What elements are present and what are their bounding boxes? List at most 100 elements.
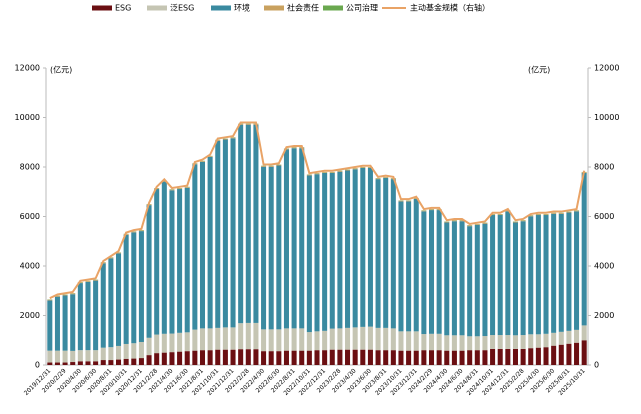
- bar-segment: [116, 253, 122, 346]
- y2-tick-label: 12000: [594, 64, 619, 73]
- bar-segment: [482, 350, 488, 365]
- bar-segment: [398, 201, 404, 332]
- bar-segment: [108, 360, 114, 365]
- bar-segment: [222, 327, 228, 350]
- bar-segment: [406, 200, 412, 202]
- bar-segment: [436, 350, 442, 365]
- bar-segment: [116, 252, 122, 254]
- bar-segment: [70, 350, 76, 363]
- bar-segment: [352, 168, 358, 170]
- bar-segment: [543, 214, 549, 216]
- bar-segment: [268, 351, 274, 365]
- bar-segment: [70, 362, 76, 365]
- bar-segment: [444, 222, 450, 336]
- bar-segment: [459, 220, 465, 222]
- bar-segment: [283, 350, 289, 365]
- bar-segment: [299, 350, 305, 365]
- bar-segment: [451, 221, 457, 336]
- bar-segment: [215, 140, 221, 328]
- bar-segment: [390, 350, 396, 365]
- bar-segment: [184, 351, 190, 365]
- bar-segment: [245, 124, 251, 323]
- bar-segment: [306, 175, 312, 333]
- legend-label: 社会责任: [287, 3, 319, 13]
- bar-segment: [421, 350, 427, 365]
- y-tick-label: 6000: [20, 212, 40, 221]
- bar-segment: [428, 333, 435, 351]
- bar-segment: [383, 327, 389, 351]
- bar-segment: [558, 213, 564, 332]
- bar-segment: [276, 329, 282, 352]
- bar-segment: [299, 328, 305, 351]
- bar-segment: [199, 328, 206, 351]
- bar-segment: [291, 148, 297, 329]
- bar-segment: [436, 333, 442, 351]
- bar-segment: [329, 328, 335, 350]
- bar-segment: [253, 322, 259, 350]
- bar-segment: [62, 362, 68, 365]
- bar-segment: [482, 222, 488, 224]
- bar-segment: [512, 221, 518, 223]
- bar-segment: [169, 352, 175, 365]
- bar-segment: [161, 352, 167, 365]
- bar-segment: [123, 343, 129, 359]
- y2-tick-label: 8000: [594, 163, 614, 172]
- bar-segment: [360, 167, 366, 327]
- bar-segment: [62, 295, 68, 351]
- bar-segment: [360, 167, 366, 168]
- bar-segment: [413, 331, 419, 351]
- y-tick-label: 8000: [20, 163, 40, 172]
- bar-segment: [100, 360, 106, 365]
- bar-segment: [581, 340, 587, 365]
- bar-segment: [245, 322, 251, 350]
- y-tick-label: 12000: [15, 64, 40, 73]
- bar-segment: [47, 362, 53, 365]
- bar-segment: [329, 172, 335, 173]
- bar-segment: [230, 327, 236, 350]
- bar-segment: [314, 331, 320, 351]
- bar-segment: [406, 331, 412, 351]
- bar-segment: [322, 330, 328, 351]
- bar-segment: [551, 332, 557, 346]
- bar-segment: [406, 350, 412, 365]
- bar-segment: [230, 349, 236, 365]
- y2-tick-label: 6000: [594, 212, 614, 221]
- bar-segment: [490, 215, 496, 336]
- legend-label: 公司治理: [346, 3, 378, 13]
- bar-segment: [146, 337, 152, 356]
- bar-segment: [123, 358, 129, 365]
- bar-segment: [345, 327, 351, 350]
- bar-segment: [497, 215, 503, 336]
- bar-segment: [169, 190, 175, 334]
- legend-label: 泛ESG: [170, 3, 194, 13]
- bar-segment: [215, 327, 221, 350]
- bar-segment: [138, 231, 144, 342]
- bar-segment: [421, 211, 427, 335]
- bar-segment: [70, 294, 76, 351]
- bar-segment: [451, 350, 457, 365]
- bar-segment: [551, 213, 557, 214]
- bar-segment: [322, 350, 328, 365]
- bar-segment: [421, 334, 427, 351]
- bar-segment: [192, 164, 198, 330]
- bar-segment: [230, 137, 236, 139]
- y2-tick-label: 10000: [594, 113, 619, 122]
- bar-segment: [543, 333, 549, 348]
- bar-segment: [184, 187, 190, 188]
- bar-segment: [138, 358, 144, 365]
- bar-segment: [77, 282, 83, 284]
- bar-segment: [505, 210, 511, 212]
- legend-label: 环境: [234, 3, 250, 13]
- bar-segment: [268, 329, 274, 352]
- y2-axis-label: (亿元): [528, 65, 550, 75]
- y2-tick-label: 2000: [594, 311, 614, 320]
- bar-segment: [566, 211, 572, 213]
- bar-segment: [337, 349, 343, 365]
- bar-segment: [93, 279, 99, 281]
- bar-segment: [444, 221, 450, 223]
- bar-segment: [367, 349, 373, 365]
- bar-segment: [70, 293, 76, 295]
- bar-segment: [352, 169, 358, 328]
- bar-segment: [146, 355, 152, 365]
- bar-segment: [520, 348, 526, 365]
